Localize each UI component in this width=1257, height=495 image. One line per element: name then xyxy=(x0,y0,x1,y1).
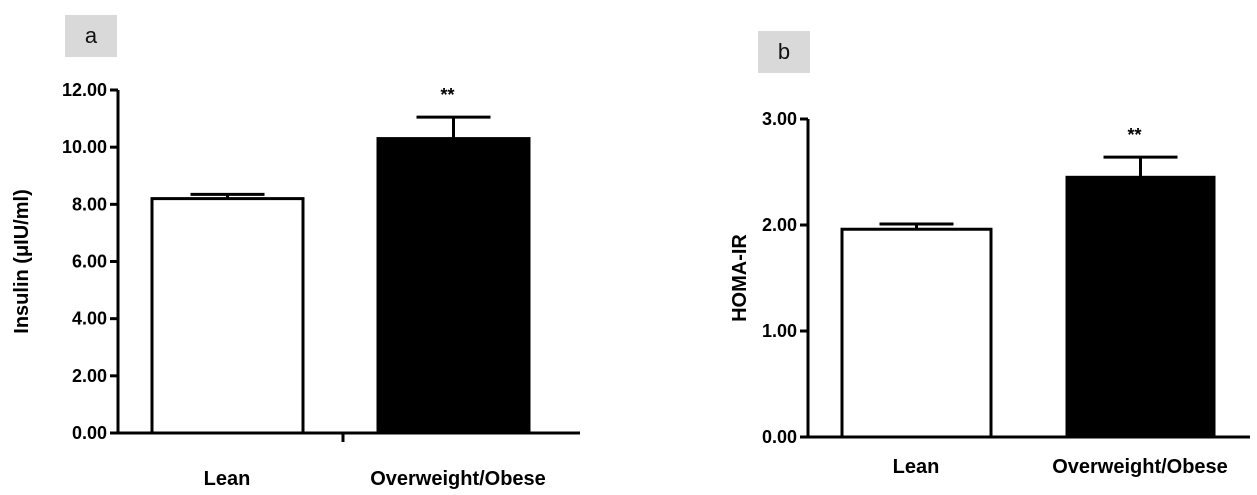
y-tick-label: 0.00 xyxy=(762,427,797,447)
x-tick-label: Overweight/Obese xyxy=(370,468,546,490)
y-tick-label: 0.00 xyxy=(72,423,107,443)
y-tick-label: 8.00 xyxy=(72,194,107,214)
chart-homa-ir: Lean ** Overweight/Obese 0.00 1.00 2.00 3.00 HO… xyxy=(729,109,1250,478)
y-tick-label: 6.00 xyxy=(72,252,107,272)
y-tick-label: 2.00 xyxy=(72,366,107,386)
y-tick-label: 1.00 xyxy=(762,321,797,341)
panel-b-label: b xyxy=(758,31,810,73)
y-tick-label: 2.00 xyxy=(762,215,797,235)
panel-a-label: a xyxy=(65,15,117,57)
bar-overweight-obese xyxy=(1065,175,1216,439)
bar-lean xyxy=(150,197,305,435)
x-tick-label: Overweight/Obese xyxy=(1052,456,1228,478)
y-tick-label: 3.00 xyxy=(762,109,797,129)
x-tick-label: Lean xyxy=(204,468,251,490)
y-tick-label: 10.00 xyxy=(62,137,107,157)
x-tick-label: Lean xyxy=(893,456,940,478)
y-axis-label: Insulin (μIU/ml) xyxy=(11,189,33,333)
y-axis-label: HOMA-IR xyxy=(729,234,751,322)
significance-label: ** xyxy=(440,85,454,105)
y-tick-label: 12.00 xyxy=(62,80,107,100)
y-tick-label: 4.00 xyxy=(72,309,107,329)
significance-label: ** xyxy=(1127,125,1141,145)
bar-lean xyxy=(840,227,993,439)
chart-insulin: Lean ** Overweight/Obese 0.00 2.00 4.00 6.00 8.… xyxy=(11,80,580,490)
bar-overweight-obese xyxy=(376,137,531,435)
